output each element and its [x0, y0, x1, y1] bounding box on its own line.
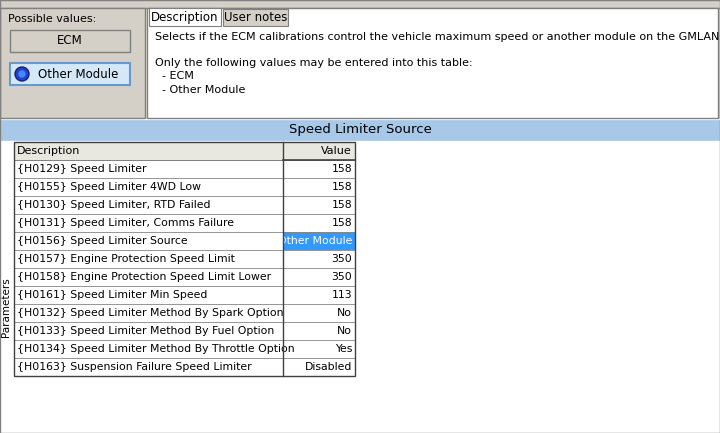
Text: Selects if the ECM calibrations control the vehicle maximum speed or another mod: Selects if the ECM calibrations control … [155, 32, 720, 42]
Text: {H0163} Suspension Failure Speed Limiter: {H0163} Suspension Failure Speed Limiter [17, 362, 251, 372]
Text: 158: 158 [331, 218, 352, 228]
Text: {H0130} Speed Limiter, RTD Failed: {H0130} Speed Limiter, RTD Failed [17, 200, 210, 210]
Text: ECM: ECM [57, 35, 83, 48]
Text: No: No [337, 308, 352, 318]
Text: 158: 158 [331, 164, 352, 174]
Bar [283, 322, 355, 340]
Text: Disabled: Disabled [305, 362, 352, 372]
Bar [14, 142, 355, 376]
Bar [283, 268, 355, 286]
Bar [0, 120, 720, 140]
Bar [283, 142, 355, 160]
Bar [14, 322, 283, 340]
Bar [14, 160, 283, 178]
Text: Possible values:: Possible values: [8, 14, 96, 24]
Bar [283, 250, 355, 268]
Bar [14, 178, 283, 196]
Text: Value: Value [321, 146, 352, 156]
Text: {H0158} Engine Protection Speed Limit Lower: {H0158} Engine Protection Speed Limit Lo… [17, 272, 271, 282]
Text: 350: 350 [331, 272, 352, 282]
Bar [0, 118, 720, 433]
Text: {H0161} Speed Limiter Min Speed: {H0161} Speed Limiter Min Speed [17, 290, 207, 300]
Text: - Other Module: - Other Module [155, 85, 246, 95]
Bar [223, 9, 288, 26]
Text: Description: Description [17, 146, 81, 156]
Bar [149, 8, 221, 26]
Text: {H0134} Speed Limiter Method By Throttle Option: {H0134} Speed Limiter Method By Throttle… [17, 344, 294, 354]
Text: User notes: User notes [224, 11, 287, 24]
Bar [283, 178, 355, 196]
Bar [14, 286, 283, 304]
Bar [0, 8, 720, 118]
Text: No: No [337, 326, 352, 336]
Bar [283, 232, 355, 250]
Text: {H0131} Speed Limiter, Comms Failure: {H0131} Speed Limiter, Comms Failure [17, 218, 234, 228]
Bar [0, 0, 720, 8]
Bar [283, 304, 355, 322]
Text: 158: 158 [331, 200, 352, 210]
Text: {H0133} Speed Limiter Method By Fuel Option: {H0133} Speed Limiter Method By Fuel Opt… [17, 326, 274, 336]
Bar [10, 30, 130, 52]
Bar [283, 286, 355, 304]
Bar [14, 250, 283, 268]
Bar [14, 268, 283, 286]
Circle shape [19, 71, 25, 77]
Text: {H0129} Speed Limiter: {H0129} Speed Limiter [17, 164, 146, 174]
Text: Other Module: Other Module [278, 236, 352, 246]
Text: 113: 113 [331, 290, 352, 300]
Text: Other Module: Other Module [38, 68, 118, 81]
Bar [283, 340, 355, 358]
Text: Only the following values may be entered into this table:: Only the following values may be entered… [155, 58, 472, 68]
Text: {H0132} Speed Limiter Method By Spark Option: {H0132} Speed Limiter Method By Spark Op… [17, 308, 284, 318]
Bar [283, 214, 355, 232]
Text: {H0157} Engine Protection Speed Limit: {H0157} Engine Protection Speed Limit [17, 254, 235, 264]
Text: 158: 158 [331, 182, 352, 192]
Text: Parameters: Parameters [1, 277, 11, 337]
Bar [14, 340, 283, 358]
Circle shape [17, 68, 27, 80]
Text: Speed Limiter Source: Speed Limiter Source [289, 123, 431, 136]
Bar [14, 214, 283, 232]
Bar [283, 358, 355, 376]
Bar [14, 142, 283, 160]
Bar [14, 304, 283, 322]
Bar [10, 63, 130, 85]
Bar [14, 232, 283, 250]
Circle shape [15, 67, 29, 81]
Bar [283, 196, 355, 214]
Bar [283, 160, 355, 178]
Text: Description: Description [151, 10, 219, 23]
Bar [147, 8, 718, 118]
Text: Yes: Yes [335, 344, 352, 354]
Text: - ECM: - ECM [155, 71, 194, 81]
Bar [14, 358, 283, 376]
Bar [0, 8, 145, 118]
Text: 350: 350 [331, 254, 352, 264]
Text: {H0155} Speed Limiter 4WD Low: {H0155} Speed Limiter 4WD Low [17, 182, 201, 192]
Text: {H0156} Speed Limiter Source: {H0156} Speed Limiter Source [17, 236, 188, 246]
Bar [14, 196, 283, 214]
